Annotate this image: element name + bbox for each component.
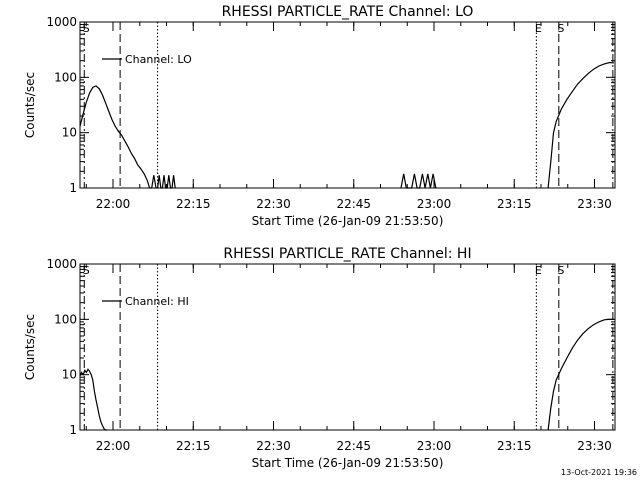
x-tick-label: 23:30 <box>577 197 612 211</box>
series-line <box>79 85 176 189</box>
series-line <box>400 173 437 189</box>
event-marker-label: S <box>83 264 90 277</box>
y-tick-label: 10 <box>62 368 77 382</box>
x-tick-label: 22:00 <box>96 439 131 453</box>
event-marker-label: S <box>557 22 564 35</box>
footer-timestamp: 13-Oct-2021 19:36 <box>561 468 637 477</box>
y-tick-label: 100 <box>54 70 77 84</box>
y-axis-label: Counts/sec <box>23 314 37 380</box>
x-axis-label: Start Time (26-Jan-09 21:53:50) <box>252 456 444 470</box>
y-tick-label: 100 <box>54 312 77 326</box>
x-tick-label: 22:30 <box>256 439 291 453</box>
y-tick-label: 1000 <box>46 15 77 29</box>
x-tick-label: 22:30 <box>256 197 291 211</box>
event-marker-label: E <box>535 264 542 277</box>
y-tick-label: 1 <box>69 423 77 437</box>
x-tick-label: 23:00 <box>417 197 452 211</box>
legend-label: Channel: HI <box>125 295 189 308</box>
series-line <box>547 61 614 189</box>
x-tick-label: 22:15 <box>176 197 211 211</box>
legend-label: Channel: LO <box>125 53 192 66</box>
event-marker-label: E <box>535 22 542 35</box>
chart-title: RHESSI PARTICLE_RATE Channel: LO <box>222 4 474 20</box>
event-marker-label: S <box>83 22 90 35</box>
plot-frame <box>79 21 616 189</box>
lo-channel-panel: RHESSI PARTICLE_RATE Channel: LO Counts/s… <box>23 4 616 228</box>
x-axis-label: Start Time (26-Jan-09 21:53:50) <box>252 214 444 228</box>
x-tick-label: 22:45 <box>336 439 371 453</box>
y-axis-label: Counts/sec <box>23 72 37 138</box>
y-tick-label: 10 <box>62 126 77 140</box>
series-line <box>79 368 108 431</box>
series-line <box>547 318 614 431</box>
x-tick-label: 23:30 <box>577 439 612 453</box>
x-tick-label: 23:15 <box>497 439 532 453</box>
x-tick-label: 22:15 <box>176 439 211 453</box>
x-tick-label: 22:45 <box>336 197 371 211</box>
y-tick-label: 1 <box>69 181 77 195</box>
x-tick-label: 23:15 <box>497 197 532 211</box>
y-tick-label: 1000 <box>46 257 77 271</box>
x-tick-label: 23:00 <box>417 439 452 453</box>
plot-frame <box>79 263 616 431</box>
x-tick-label: 22:00 <box>96 197 131 211</box>
chart-title: RHESSI PARTICLE_RATE Channel: HI <box>223 246 471 262</box>
hi-channel-panel: RHESSI PARTICLE_RATE Channel: HI Counts/s… <box>23 246 616 470</box>
event-marker-label: S <box>557 264 564 277</box>
